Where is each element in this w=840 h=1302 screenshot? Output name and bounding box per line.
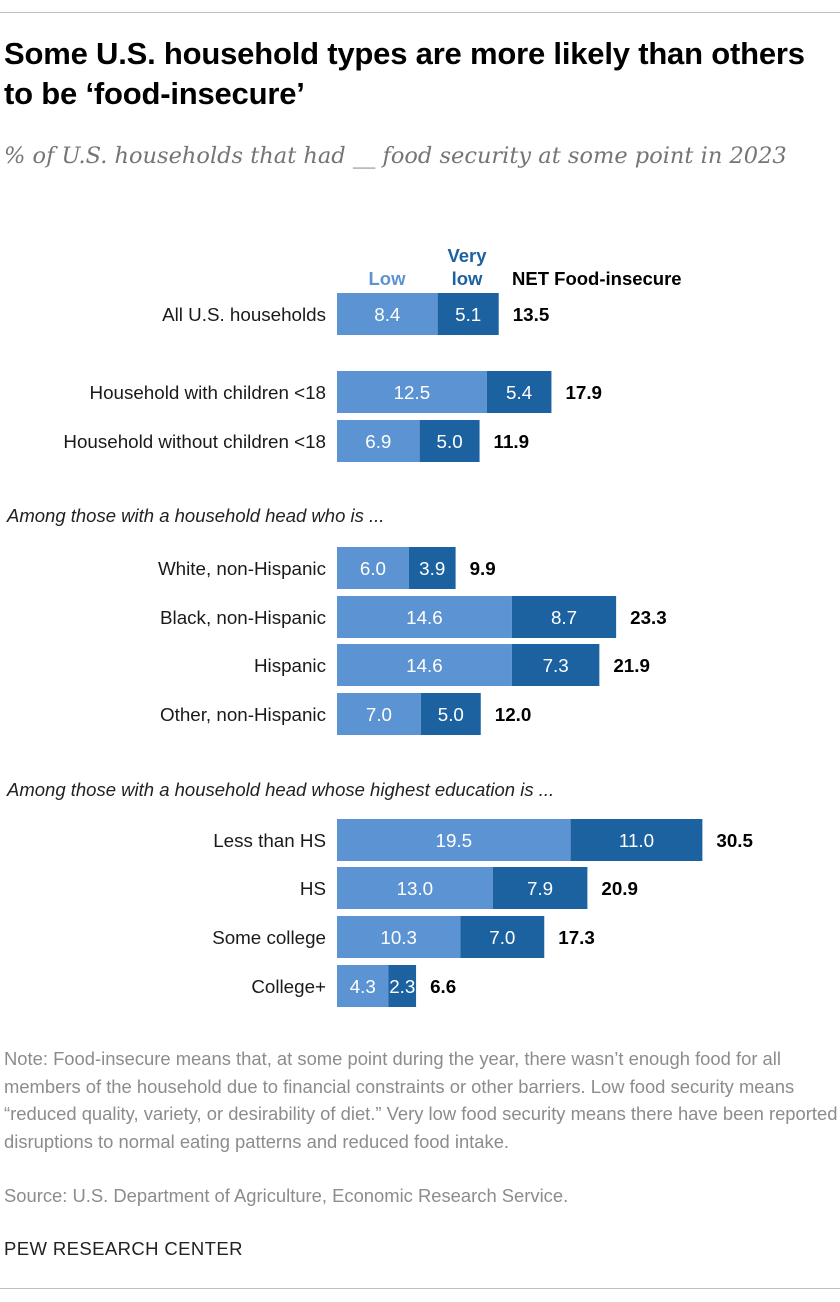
bar-low-label: 12.5 [394, 382, 431, 403]
header-net: NET Food-insecure [512, 268, 682, 289]
bar-low-label: 10.3 [380, 927, 417, 948]
bar-very-low-label: 5.0 [437, 431, 463, 452]
bar-low [337, 819, 571, 861]
bar-very-low-label: 11.0 [619, 830, 654, 851]
category-label: HS [300, 878, 326, 899]
bar-low [337, 293, 438, 335]
chart-title: Some U.S. household types are more likel… [4, 36, 805, 111]
bar-low [337, 693, 421, 735]
bar-low-label: 6.9 [365, 431, 391, 452]
bar-very-low [388, 965, 417, 1007]
bar-low [337, 371, 487, 413]
bar-low [337, 916, 461, 958]
bottom-rule [0, 1288, 840, 1289]
bar-very-low [492, 867, 588, 909]
bar-low-label: 8.4 [374, 304, 400, 325]
bar-low-label: 14.6 [406, 607, 443, 628]
bar-very-low-label: 5.0 [438, 704, 464, 725]
header-low: Low [369, 268, 407, 289]
bar-low [337, 867, 493, 909]
bar-low [337, 965, 389, 1007]
bar-very-low-label: 2.3 [389, 976, 415, 997]
section-header: Among those with a household head who is… [6, 505, 384, 526]
bar-very-low-label: 7.9 [527, 878, 553, 899]
category-label: Less than HS [213, 830, 326, 851]
chart-subtitle: % of U.S. households that had __ food se… [4, 143, 787, 169]
bar-very-low-label: 7.3 [543, 655, 569, 676]
bar-low-label: 19.5 [436, 830, 473, 851]
bar-very-low [419, 420, 480, 462]
net-label: 11.9 [494, 431, 530, 452]
bar-very-low [408, 547, 456, 589]
bar-very-low-label: 7.0 [489, 927, 515, 948]
category-label: Some college [212, 927, 326, 948]
brand-label: PEW RESEARCH CENTER [4, 1238, 243, 1259]
bar-very-low [511, 596, 617, 638]
bar-very-low [460, 916, 545, 958]
category-label: Black, non-Hispanic [160, 607, 326, 628]
net-label: 9.9 [470, 558, 496, 579]
bar-low [337, 596, 512, 638]
bar-very-low-label: 5.1 [455, 304, 481, 325]
net-label: 30.5 [716, 830, 753, 851]
bar-low-label: 6.0 [360, 558, 386, 579]
section-header: Among those with a household head whose … [6, 779, 554, 800]
bar-low-label: 13.0 [397, 878, 434, 899]
bar-very-low-label: 5.4 [506, 382, 532, 403]
category-label: Other, non-Hispanic [160, 704, 326, 725]
chart-source: Source: U.S. Department of Agriculture, … [4, 1185, 569, 1206]
category-label: Household with children <18 [90, 382, 326, 403]
bar-very-low-label: 3.9 [419, 558, 445, 579]
bar-low [337, 420, 420, 462]
category-label: College+ [251, 976, 326, 997]
bar-very-low [511, 644, 600, 686]
bar-very-low [570, 819, 703, 861]
net-label: 21.9 [613, 655, 650, 676]
net-label: 20.9 [601, 878, 638, 899]
net-label: 17.9 [565, 382, 602, 403]
net-label: 17.3 [558, 927, 595, 948]
chart-note: Note: Food-insecure means that, at some … [4, 1048, 838, 1152]
category-label: Household without children <18 [63, 431, 326, 452]
net-label: 6.6 [430, 976, 456, 997]
top-rule [0, 12, 840, 13]
bar-very-low [437, 293, 499, 335]
category-label: All U.S. households [162, 304, 326, 325]
category-label: White, non-Hispanic [158, 558, 326, 579]
bar-low [337, 644, 512, 686]
bar-very-low [486, 371, 552, 413]
net-label: 23.3 [630, 607, 667, 628]
bar-very-low-label: 8.7 [551, 607, 577, 628]
bar-low [337, 547, 409, 589]
net-label: 13.5 [513, 304, 550, 325]
header-very-low-line2: low [452, 268, 483, 289]
header-very-low-line1: Very [447, 245, 487, 266]
bar-very-low [420, 693, 481, 735]
net-label: 12.0 [495, 704, 532, 725]
bar-low-label: 14.6 [406, 655, 443, 676]
category-label: Hispanic [254, 655, 326, 676]
bar-low-label: 7.0 [366, 704, 392, 725]
bar-low-label: 4.3 [350, 976, 376, 997]
